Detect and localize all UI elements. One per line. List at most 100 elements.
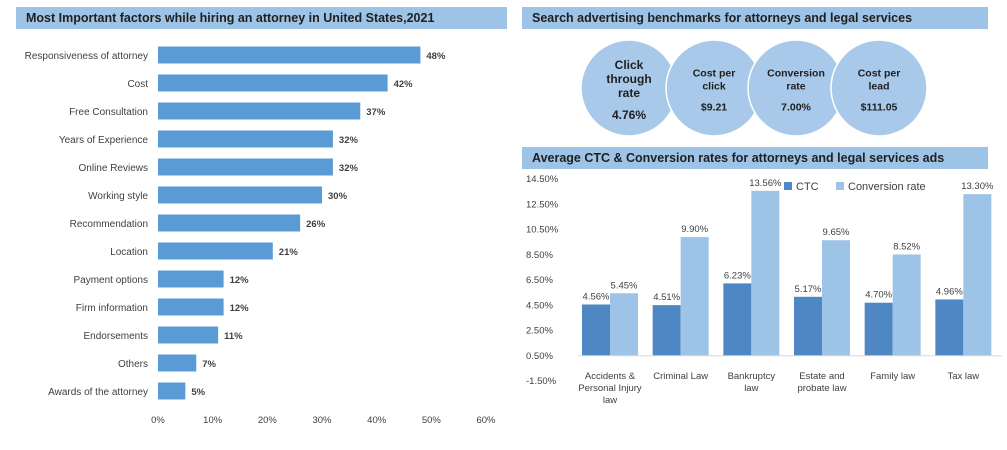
legend-label: CTC [796, 181, 819, 193]
conversion-bar [680, 237, 709, 356]
category-label: law [603, 395, 617, 406]
ctc-bar [652, 305, 681, 356]
value-label: 32% [339, 135, 359, 146]
category-label: Estate and [799, 371, 844, 382]
category-label: Others [118, 359, 148, 370]
bar-value-label: 13.56% [749, 178, 782, 189]
benchmark-value: 4.76% [612, 108, 646, 122]
benchmark-circle [830, 39, 928, 137]
legend-swatch [836, 182, 844, 190]
y-tick-label: 8.50% [526, 250, 553, 261]
rates-chart-title: Average CTC & Conversion rates for attor… [522, 147, 988, 169]
x-tick-label: 10% [203, 415, 223, 426]
factor-bar [158, 74, 388, 92]
benchmark-label: through [606, 72, 651, 86]
category-label: Firm information [76, 303, 148, 314]
benchmark-label: click [702, 80, 726, 92]
benchmark-label: Conversion [767, 67, 825, 79]
y-tick-label: 2.50% [526, 326, 553, 337]
y-tick-label: 12.50% [526, 199, 559, 210]
bar-value-label: 9.90% [681, 224, 708, 235]
value-label: 7% [202, 359, 216, 370]
category-label: law [744, 383, 758, 394]
y-tick-label: 10.50% [526, 225, 559, 236]
value-label: 32% [339, 163, 359, 174]
ctc-bar [723, 283, 752, 356]
category-label: Free Consultation [69, 107, 148, 118]
category-label: Years of Experience [59, 135, 149, 146]
factor-bar [158, 242, 273, 260]
value-label: 26% [306, 219, 326, 230]
conversion-bar [610, 293, 638, 356]
conversion-bar [963, 194, 992, 356]
category-label: Family law [870, 371, 915, 382]
conversion-bar [892, 254, 921, 356]
category-label: Endorsements [84, 331, 148, 342]
x-tick-label: 20% [258, 415, 278, 426]
value-label: 12% [230, 303, 250, 314]
benchmark-label: lead [868, 80, 889, 92]
bar-value-label: 4.51% [653, 292, 680, 303]
x-tick-label: 30% [312, 415, 332, 426]
bar-value-label: 9.65% [823, 227, 850, 238]
legend-label: Conversion rate [848, 181, 926, 193]
legend-swatch [784, 182, 792, 190]
factor-bar [158, 270, 224, 288]
rates-bar-chart: -1.50% 0.50% 2.50% 4.50% 6.50% 8.50% 10.50% 12.… [526, 174, 1002, 406]
factor-bar [158, 158, 333, 176]
bar-value-label: 4.70% [865, 290, 892, 301]
category-label: Location [110, 247, 148, 258]
factor-bar [158, 130, 333, 148]
x-tick-label: 40% [367, 415, 387, 426]
benchmarks-title: Search advertising benchmarks for attorn… [522, 7, 988, 29]
benchmark-label: rate [618, 86, 640, 100]
bar-value-label: 8.52% [893, 241, 920, 252]
factor-bar [158, 186, 322, 204]
factor-bar [158, 214, 301, 232]
value-label: 42% [394, 79, 414, 90]
category-label: Accidents & [585, 371, 636, 382]
left-chart-title: Most Important factors while hiring an a… [16, 7, 507, 29]
bar-value-label: 5.45% [611, 280, 638, 291]
conversion-bar [822, 240, 850, 356]
benchmark-value: 7.00% [781, 101, 811, 113]
value-label: 21% [279, 247, 299, 258]
factor-bar [158, 298, 224, 316]
y-tick-label: 0.50% [526, 351, 553, 362]
category-label: Tax law [947, 371, 979, 382]
benchmark-value: $9.21 [701, 101, 727, 113]
ctc-bar [794, 296, 822, 356]
y-tick-label: 14.50% [526, 174, 559, 185]
benchmark-label: Cost per [858, 67, 901, 79]
conversion-bar [751, 190, 780, 356]
benchmark-value: $111.05 [861, 101, 898, 113]
factors-bar-chart: Responsiveness of attorney 48% Cost 42% Free… [25, 46, 496, 426]
factor-bar [158, 326, 219, 344]
bar-value-label: 4.56% [583, 291, 610, 302]
value-label: 48% [426, 51, 446, 62]
x-tick-label: 60% [476, 415, 496, 426]
ctc-bar [864, 302, 893, 356]
x-tick-label: 50% [422, 415, 442, 426]
y-tick-label: -1.50% [526, 376, 557, 387]
value-label: 11% [224, 331, 243, 342]
category-label: Cost [127, 79, 148, 90]
benchmark-label: Click [615, 58, 644, 72]
y-tick-label: 6.50% [526, 275, 553, 286]
category-label: Payment options [74, 275, 149, 286]
ctc-bar [935, 299, 964, 356]
category-label: Awards of the attorney [48, 387, 148, 398]
value-label: 12% [230, 275, 250, 286]
ctc-bar [582, 304, 610, 356]
category-label: Recommendation [70, 219, 148, 230]
value-label: 37% [366, 107, 386, 118]
x-tick-label: 0% [151, 415, 165, 426]
factor-bar [158, 46, 421, 64]
y-tick-label: 4.50% [526, 300, 553, 311]
value-label: 5% [191, 387, 205, 398]
benchmark-label: Cost per [693, 67, 736, 79]
bar-value-label: 4.96% [936, 286, 963, 297]
category-label: probate law [797, 383, 846, 394]
category-label: Criminal Law [653, 371, 708, 382]
